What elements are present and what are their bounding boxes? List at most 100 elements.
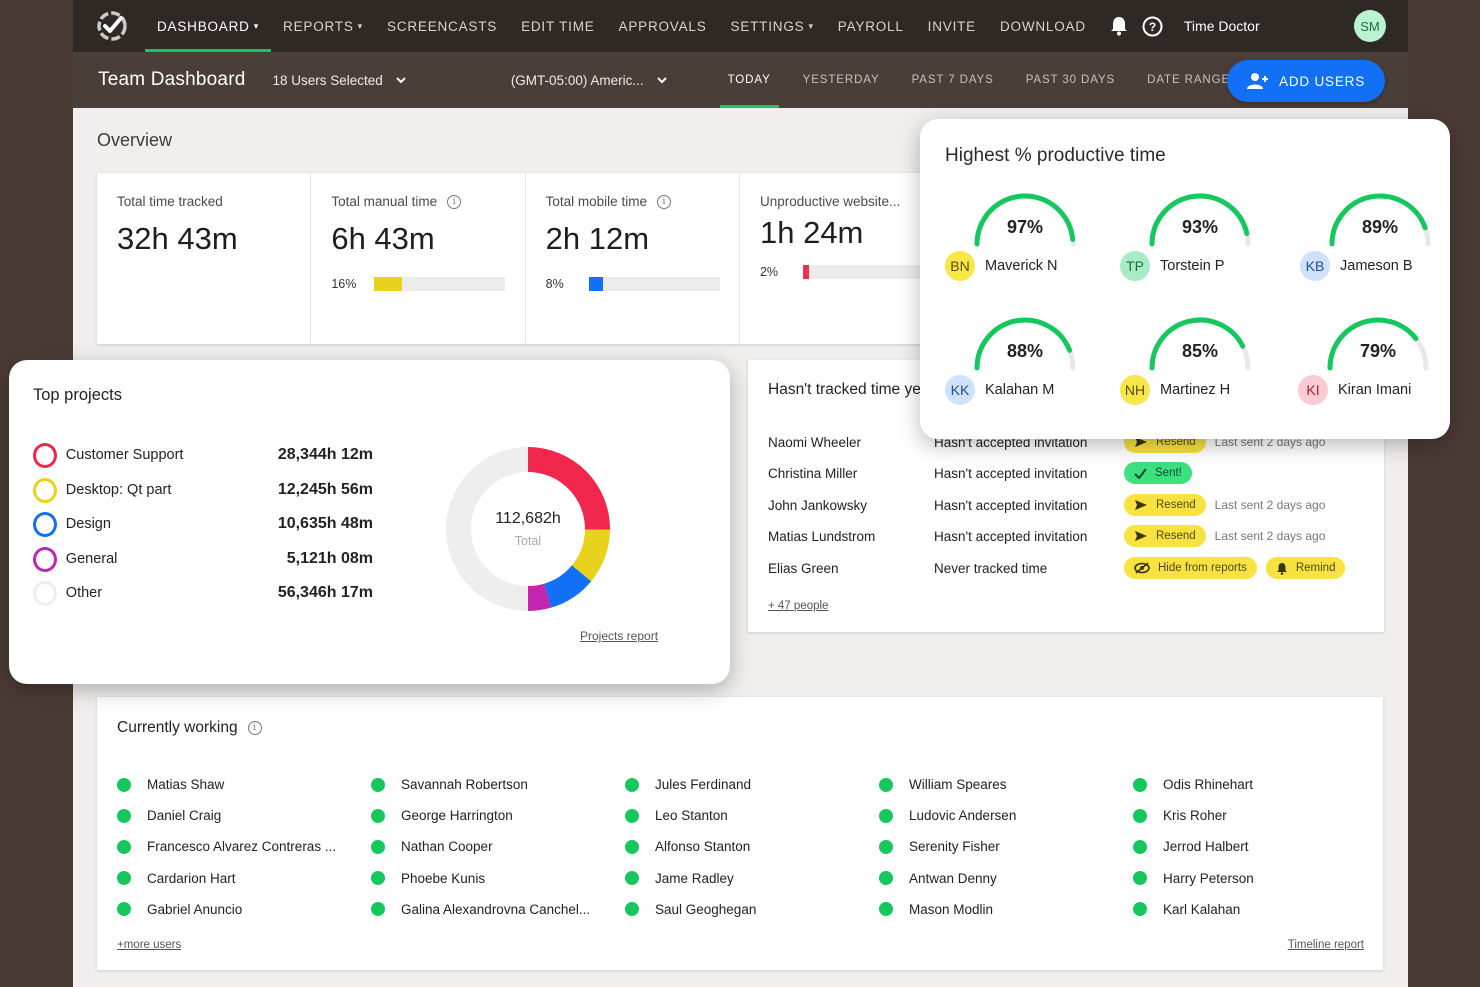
- currently-working-title: Currently working i: [117, 719, 262, 737]
- page-title: Team Dashboard: [98, 69, 246, 90]
- user-status: Hasn't accepted invitation: [934, 497, 1088, 513]
- timezone-selector[interactable]: (GMT-05:00) Americ...: [511, 73, 668, 88]
- project-row[interactable]: Other 56,346h 17m: [33, 579, 373, 607]
- time-doctor-logo-icon[interactable]: [95, 9, 129, 43]
- working-user[interactable]: Alfonso Stanton: [625, 831, 756, 862]
- working-user[interactable]: Serenity Fisher: [879, 831, 1016, 862]
- tab-date-range[interactable]: DATE RANGE: [1147, 74, 1231, 86]
- working-user[interactable]: Ludovic Andersen: [879, 800, 1016, 831]
- working-user[interactable]: Leo Stanton: [625, 800, 756, 831]
- working-user-name: Karl Kalahan: [1163, 901, 1241, 917]
- working-user[interactable]: Francesco Alvarez Contreras ...: [117, 831, 336, 862]
- nav-item-download[interactable]: DOWNLOAD: [988, 0, 1098, 52]
- timeline-report-link[interactable]: Timeline report: [1287, 939, 1364, 951]
- company-name[interactable]: Time Doctor: [1183, 18, 1260, 34]
- productive-person[interactable]: NH Martinez H: [1120, 375, 1230, 405]
- working-user[interactable]: Gabriel Anuncio: [117, 894, 336, 925]
- working-user[interactable]: Matias Shaw: [117, 769, 336, 800]
- project-row[interactable]: Design 10,635h 48m: [33, 510, 373, 538]
- working-user[interactable]: Jerrod Halbert: [1133, 831, 1254, 862]
- productive-person[interactable]: KB Jameson B: [1300, 251, 1413, 281]
- more-people-link[interactable]: + 47 people: [768, 600, 829, 612]
- working-user[interactable]: Phoebe Kunis: [371, 863, 590, 894]
- working-users-column: Savannah Robertson George Harrington Natha…: [371, 769, 590, 925]
- nav-item-dashboard[interactable]: DASHBOARD ▾: [145, 0, 272, 52]
- working-user[interactable]: Nathan Cooper: [371, 831, 590, 862]
- nav-item-reports[interactable]: REPORTS ▾: [271, 0, 375, 52]
- online-status-icon: [625, 808, 639, 823]
- nav-item-approvals[interactable]: APPROVALS: [607, 0, 719, 52]
- donut-total-label: Total: [514, 534, 542, 548]
- productive-person[interactable]: KK Kalahan M: [945, 375, 1054, 405]
- working-user[interactable]: William Speares: [879, 769, 1016, 800]
- working-user-name: Galina Alexandrovna Canchel...: [401, 901, 591, 917]
- working-user-name: Gabriel Anuncio: [147, 901, 243, 917]
- working-user[interactable]: Daniel Craig: [117, 800, 336, 831]
- productive-person[interactable]: BN Maverick N: [945, 251, 1058, 281]
- working-user[interactable]: Mason Modlin: [879, 894, 1016, 925]
- working-user[interactable]: Harry Peterson: [1133, 863, 1254, 894]
- working-user[interactable]: Galina Alexandrovna Canchel...: [371, 894, 590, 925]
- nav-item-payroll[interactable]: PAYROLL: [826, 0, 916, 52]
- donut-slice-customer-support[interactable]: [528, 447, 610, 530]
- working-user[interactable]: Antwan Denny: [879, 863, 1016, 894]
- online-status-icon: [625, 839, 639, 854]
- nav-item-label: APPROVALS: [618, 18, 707, 34]
- tab-today[interactable]: TODAY: [712, 52, 787, 108]
- stat-card: Total mobile time i 2h 12m 8%: [526, 173, 740, 344]
- project-row[interactable]: Customer Support 28,344h 12m: [33, 441, 373, 469]
- resend-button[interactable]: Resend: [1124, 525, 1206, 547]
- working-user[interactable]: Kris Roher: [1133, 800, 1254, 831]
- add-users-button[interactable]: ADD USERS: [1227, 60, 1385, 102]
- help-icon[interactable]: ?: [1142, 15, 1164, 37]
- tab-past-7-days[interactable]: PAST 7 DAYS: [911, 74, 994, 86]
- info-icon[interactable]: i: [447, 194, 462, 209]
- donut-slice-desktop-qt-part[interactable]: [571, 529, 610, 582]
- working-user[interactable]: Jules Ferdinand: [625, 769, 756, 800]
- project-name: Other: [65, 585, 103, 601]
- working-user[interactable]: Cardarion Hart: [117, 863, 336, 894]
- project-row[interactable]: General 5,121h 08m: [33, 545, 373, 573]
- project-row[interactable]: Desktop: Qt part 12,245h 56m: [33, 476, 373, 504]
- users-selector[interactable]: 18 Users Selected: [273, 73, 407, 88]
- working-user[interactable]: Jame Radley: [625, 863, 756, 894]
- bell-icon[interactable]: [1108, 15, 1130, 37]
- nav-item-settings[interactable]: SETTINGS ▾: [719, 0, 826, 52]
- timezone-label: (GMT-05:00) Americ...: [510, 72, 644, 88]
- stat-percentage: 2%: [759, 265, 779, 279]
- donut-slice-general[interactable]: [527, 583, 552, 611]
- stat-card: Total manual time i 6h 43m 16%: [311, 173, 526, 344]
- nav-item-edit-time[interactable]: EDIT TIME: [509, 0, 606, 52]
- stat-label: Total mobile time: [545, 194, 647, 209]
- currently-working-label: Currently working: [117, 719, 238, 736]
- resend-button[interactable]: Resend: [1124, 494, 1206, 516]
- working-user[interactable]: Karl Kalahan: [1133, 894, 1254, 925]
- more-users-link[interactable]: +more users: [117, 939, 182, 951]
- productive-person[interactable]: KI Kiran Imani: [1298, 375, 1411, 405]
- remind-button[interactable]: Remind: [1265, 557, 1346, 579]
- add-user-icon: [1247, 73, 1269, 89]
- info-icon[interactable]: i: [247, 721, 262, 735]
- user-avatar[interactable]: SM: [1354, 10, 1386, 42]
- tab-yesterday[interactable]: YESTERDAY: [802, 74, 880, 86]
- working-user[interactable]: George Harrington: [371, 800, 590, 831]
- donut-slice-design[interactable]: [544, 565, 592, 608]
- avatar: KI: [1298, 375, 1328, 405]
- hide-from-reports-button[interactable]: Hide from reports: [1124, 557, 1257, 579]
- stat-label-row: Total manual time i: [331, 194, 524, 209]
- nav-item-screencasts[interactable]: SCREENCASTS: [375, 0, 509, 52]
- chevron-down-icon: ▾: [808, 20, 814, 31]
- nav-item-invite[interactable]: INVITE: [916, 0, 988, 52]
- productive-person[interactable]: TP Torstein P: [1120, 251, 1224, 281]
- tab-past-30-days[interactable]: PAST 30 DAYS: [1025, 74, 1116, 86]
- working-user[interactable]: Odis Rhinehart: [1133, 769, 1254, 800]
- working-user[interactable]: Savannah Robertson: [371, 769, 590, 800]
- donut-slice-other[interactable]: [446, 447, 528, 611]
- working-user[interactable]: Saul Geoghegan: [625, 894, 756, 925]
- action-label: Resend: [1156, 436, 1196, 448]
- person-name: Martinez H: [1160, 382, 1231, 398]
- info-icon[interactable]: i: [656, 194, 671, 209]
- online-status-icon: [625, 777, 639, 792]
- progress-bar-fill: [374, 277, 403, 291]
- projects-report-link[interactable]: Projects report: [580, 629, 659, 643]
